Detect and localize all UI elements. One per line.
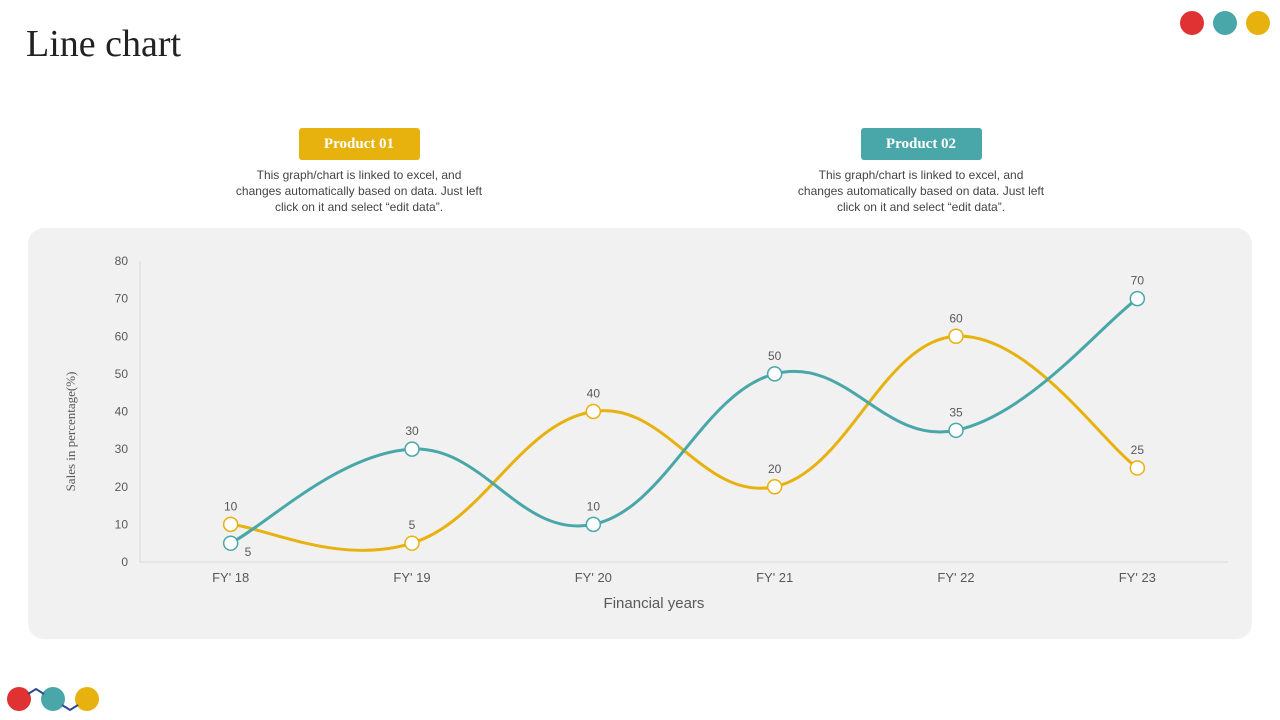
page-title: Line chart [26, 23, 182, 65]
line-chart: 0 10 20 30 40 50 60 70 80 FY' 18 FY' 19 FY' 20 FY' 2… [63, 254, 1228, 612]
x-tick-label: FY' 19 [393, 570, 430, 585]
x-tick-label: FY' 21 [756, 570, 793, 585]
legend-label-product-02: Product 02 [860, 128, 982, 160]
x-tick-label: FY' 23 [1119, 570, 1156, 585]
x-tick-label: FY' 22 [937, 570, 974, 585]
product-02-data-label: 35 [949, 405, 963, 419]
legend-description-product-02: This graph/chart is linked to excel, and… [797, 168, 1045, 214]
legend-product-02: Product 02 This graph/chart is linked to… [791, 128, 1051, 215]
product-02-data-label: 5 [245, 545, 252, 559]
product-01-data-label: 40 [587, 387, 601, 401]
product-01-point [948, 328, 964, 344]
product-01-point [1129, 460, 1146, 476]
product-01-data-label: 60 [949, 311, 963, 325]
y-tick-label: 80 [115, 254, 129, 268]
product-02-point [766, 366, 783, 382]
product-02-data-label: 10 [587, 499, 601, 513]
product-01-point [222, 516, 239, 533]
y-tick-label: 0 [121, 555, 128, 569]
y-axis-title: Sales in percentage(%) [63, 372, 78, 492]
legend-product-01: Product 01 This graph/chart is linked to… [229, 128, 489, 215]
y-tick-label: 50 [115, 367, 129, 381]
product-02-line [229, 297, 1139, 545]
product-02-point [1129, 290, 1146, 307]
chart-panel: 0 10 20 30 40 50 60 70 80 FY' 18 FY' 19 FY' 20 FY' 2… [28, 228, 1252, 639]
product-02-data-label: 50 [768, 349, 782, 363]
y-tick-label: 20 [115, 480, 129, 494]
product-01-data-label: 5 [409, 518, 416, 532]
y-tick-label: 30 [115, 442, 129, 456]
x-tick-label: FY' 18 [212, 570, 249, 585]
product-02-point [948, 422, 964, 439]
product-02-point [585, 516, 602, 533]
x-tick-label: FY' 20 [575, 570, 612, 585]
product-01-point [766, 479, 783, 495]
legend-label-product-01: Product 01 [298, 128, 420, 160]
product-02-data-label: 30 [405, 424, 419, 438]
x-axis-title: Financial years [604, 595, 705, 612]
y-tick-label: 10 [115, 517, 129, 531]
product-01-line [230, 334, 1139, 552]
legend-description-product-01: This graph/chart is linked to excel, and… [235, 168, 483, 214]
y-tick-label: 40 [115, 405, 129, 419]
brand-logo-icon [7, 687, 99, 712]
product-01-point [404, 535, 420, 551]
product-01-data-label: 25 [1131, 443, 1145, 457]
product-01-point [585, 403, 602, 420]
y-tick-label: 70 [115, 292, 129, 306]
red-dot-icon [1180, 11, 1204, 35]
product-01-data-label: 20 [768, 462, 782, 476]
teal-dot-icon [1213, 11, 1237, 35]
product-02-point [222, 535, 239, 551]
y-tick-label: 60 [115, 329, 129, 343]
product-02-data-label: 70 [1131, 274, 1145, 288]
product-01-data-label: 10 [224, 499, 238, 513]
decorative-dots [1180, 11, 1270, 35]
gold-dot-icon [1246, 11, 1270, 35]
product-02-point [404, 441, 420, 457]
